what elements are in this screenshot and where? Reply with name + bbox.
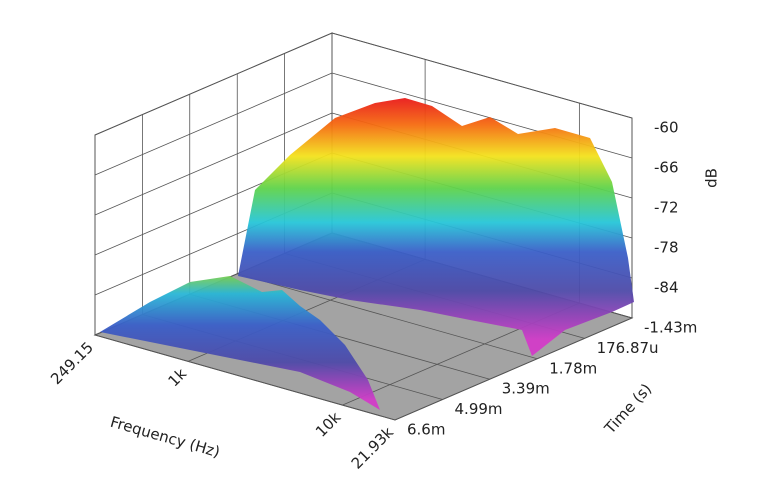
surface-front (100, 276, 380, 410)
grid-line (94, 334, 396, 421)
x-axis-label: Frequency (Hz) (108, 413, 222, 461)
y-tick-label: -1.43m (644, 319, 697, 337)
z-tick-label: -84 (654, 279, 679, 297)
grid-line (94, 32, 333, 136)
y-tick-label: 176.87u (597, 339, 659, 357)
grid-line (94, 112, 333, 216)
x-tick-label: 10k (312, 408, 345, 441)
z-tick-label: -60 (654, 119, 679, 137)
x-tick-label: 1k (164, 364, 190, 390)
z-tick-label: -78 (654, 239, 679, 257)
grid-line (331, 32, 633, 119)
grid-line (394, 317, 633, 421)
z-axis-label: dB (703, 168, 721, 188)
surface-main (238, 98, 634, 356)
y-tick-label: 1.78m (549, 359, 597, 377)
y-tick-label: 4.99m (455, 400, 503, 418)
z-tick-label: -72 (654, 199, 679, 217)
grid-line (94, 72, 333, 176)
x-tick-label: 249.15 (47, 338, 97, 388)
grid-line (237, 273, 538, 360)
z-tick-label: -66 (654, 159, 679, 177)
x-tick-label: 21.93k (348, 423, 397, 472)
y-tick-label: 6.6m (407, 421, 445, 439)
y-axis-label: Time (s) (600, 380, 655, 438)
y-tick-label: 3.39m (502, 380, 550, 398)
